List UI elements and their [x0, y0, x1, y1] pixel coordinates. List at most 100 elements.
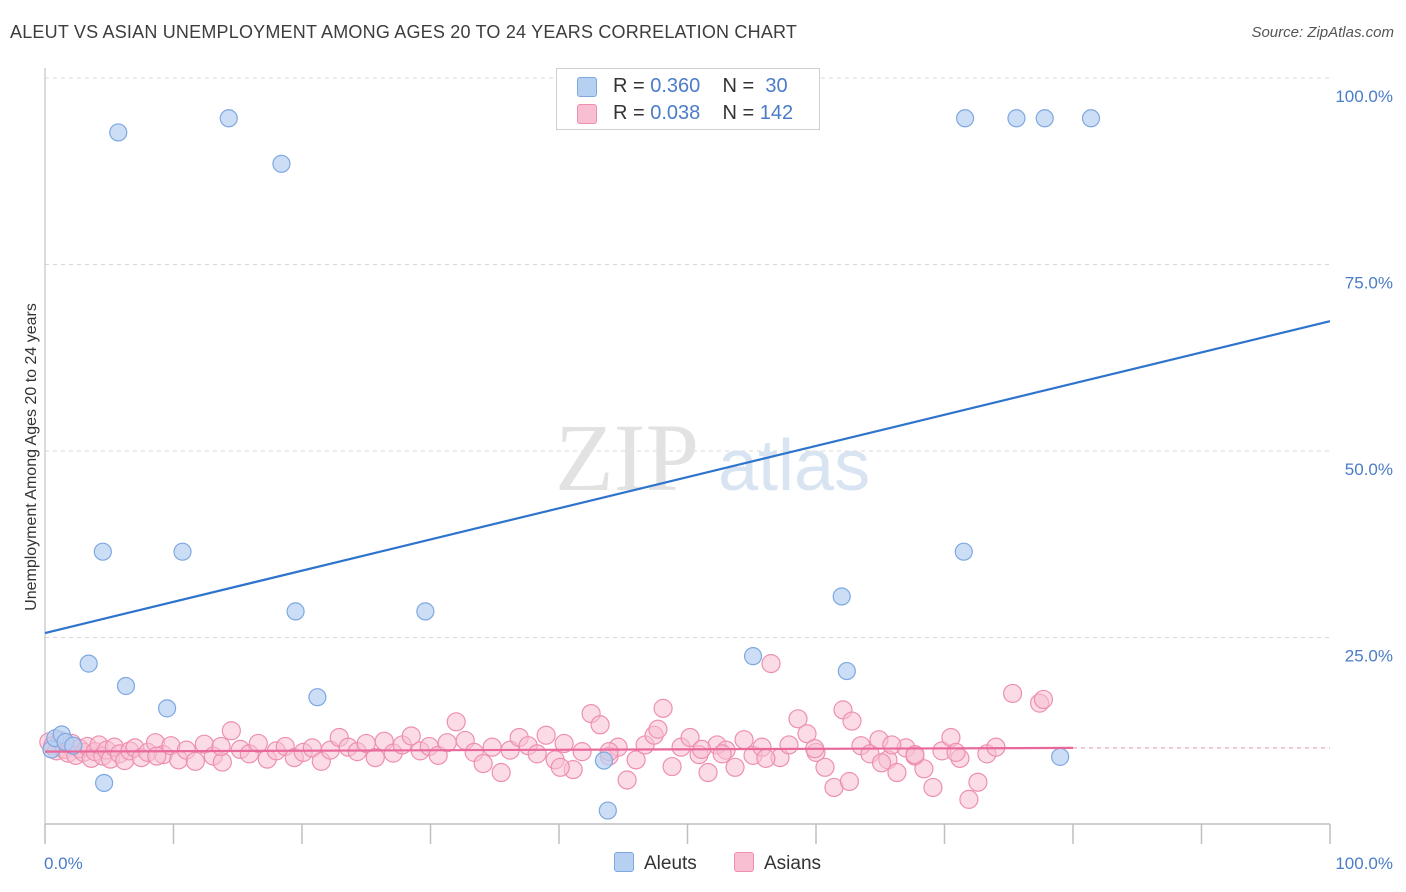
aleut-point — [598, 801, 617, 820]
asian-point — [959, 789, 979, 809]
y-tick-label: 25.0% — [1345, 647, 1393, 666]
asian-point — [797, 724, 817, 744]
asian-n-value: 142 — [759, 102, 794, 124]
asian-point — [905, 745, 925, 765]
asian-point — [446, 712, 466, 732]
aleut-point — [1051, 747, 1070, 766]
asian-point — [946, 742, 966, 762]
asian-r-value: 0.038 — [650, 102, 701, 124]
asian-point — [185, 751, 205, 771]
trend-lines — [44, 320, 1331, 753]
aleuts-swatch — [614, 852, 634, 872]
asian-point — [590, 715, 610, 735]
aleut-point — [1081, 109, 1101, 128]
aleut-point — [954, 542, 973, 561]
asian-point — [882, 735, 902, 755]
aleut-r-label: R = — [613, 75, 645, 97]
asian-point — [712, 744, 732, 764]
y-tick-label: 75.0% — [1345, 274, 1393, 293]
asian-point — [923, 777, 943, 798]
asian-points — [39, 654, 1054, 809]
asian-point — [725, 757, 745, 777]
asian-swatch — [577, 104, 597, 124]
asians-swatch — [734, 852, 754, 872]
aleut-point — [286, 602, 305, 621]
y-axis-label: Unemployment Among Ages 20 to 24 years — [23, 303, 40, 611]
asian-n-label: N = — [722, 102, 755, 124]
x-tick-label-start: 0.0% — [44, 854, 83, 873]
aleut-point — [79, 654, 98, 673]
asian-point — [1033, 689, 1054, 710]
aleut-point — [832, 587, 851, 606]
asian-point — [473, 753, 493, 774]
asian-point — [550, 757, 570, 777]
asian-point — [761, 654, 781, 674]
chart-title: ALEUT VS ASIAN UNEMPLOYMENT AMONG AGES 2… — [10, 22, 798, 42]
asian-point — [648, 719, 668, 739]
asian-point — [871, 753, 892, 773]
stats-legend: R = 0.360 N = 30 R = 0.038 N = 142 — [556, 68, 820, 130]
aleut-point — [308, 688, 327, 707]
asian-point — [221, 721, 241, 741]
asian-trend-line — [44, 746, 1074, 753]
aleut-point — [157, 699, 177, 718]
aleut-points — [42, 109, 1101, 820]
asian-r-label: R = — [613, 102, 645, 124]
asian-point — [248, 733, 268, 754]
aleut-point — [64, 736, 83, 755]
axes — [44, 68, 1331, 844]
watermark-zip: ZIP — [555, 404, 699, 511]
aleut-point — [1007, 109, 1026, 128]
aleut-point — [837, 661, 856, 681]
legend-asians: Asians — [734, 852, 821, 875]
asian-point — [211, 736, 231, 757]
asians-label: Asians — [764, 853, 822, 874]
aleut-point — [95, 773, 114, 793]
source-label: Source: ZipAtlas.com — [1251, 24, 1394, 41]
asian-point — [491, 762, 511, 783]
asian-point — [365, 748, 385, 768]
asian-point — [968, 772, 988, 792]
aleut-point — [955, 109, 975, 128]
asian-point — [734, 730, 754, 750]
aleut-point — [116, 676, 136, 696]
asian-point — [572, 742, 592, 762]
asian-point — [756, 748, 776, 768]
watermark: ZIP atlas — [555, 404, 870, 511]
aleut-point — [743, 647, 763, 666]
asian-point — [1003, 683, 1023, 704]
gridlines — [45, 77, 1330, 638]
asian-point — [527, 744, 547, 764]
aleut-point — [1035, 109, 1054, 128]
aleuts-label: Aleuts — [644, 853, 697, 874]
asian-point — [788, 709, 808, 729]
asian-point — [401, 726, 421, 746]
aleut-trend-line — [44, 320, 1331, 635]
asian-point — [536, 725, 556, 745]
aleut-point — [272, 154, 291, 173]
asian-point — [887, 762, 907, 783]
asian-point — [626, 750, 646, 770]
asian-point — [779, 735, 799, 755]
asian-point — [617, 770, 637, 790]
asian-point — [482, 737, 502, 757]
aleut-n-value: 30 — [765, 75, 788, 97]
aleut-point — [109, 123, 128, 142]
aleut-point — [416, 602, 435, 621]
y-tick-label: 50.0% — [1345, 460, 1393, 479]
aleut-n-label: N = — [722, 75, 755, 97]
aleut-point — [594, 751, 614, 770]
tick-labels: 100.0% 75.0% 50.0% 25.0% 0.0% 100.0% — [44, 87, 1393, 873]
asian-point — [680, 727, 700, 748]
aleut-point — [93, 542, 112, 561]
asian-point — [914, 759, 934, 779]
asian-point — [842, 711, 862, 731]
aleut-point — [173, 542, 192, 561]
asian-point — [147, 746, 167, 766]
aleut-point — [219, 109, 238, 128]
asian-point — [815, 757, 835, 777]
asian-point — [839, 771, 860, 792]
asian-point — [554, 733, 574, 754]
legend-aleuts: Aleuts — [614, 852, 697, 875]
